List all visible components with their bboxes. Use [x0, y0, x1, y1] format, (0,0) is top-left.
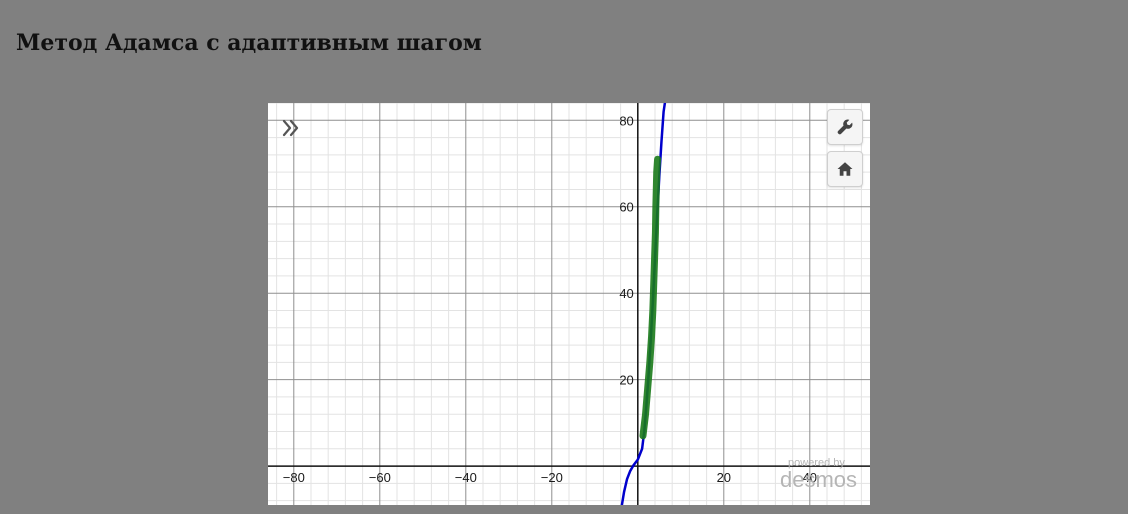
series-line-adams-solution — [639, 155, 662, 440]
graphing-calculator[interactable]: −80 −60 −40 −20 20 40 20 40 60 80 powered by desm… — [268, 103, 870, 505]
series-layer — [620, 103, 667, 505]
watermark-line1: powered by — [788, 457, 845, 469]
powered-by-desmos-logo: powered by desmos — [778, 455, 862, 495]
x-tick-label: 20 — [717, 470, 731, 485]
tick-labels: −80 −60 −40 −20 20 40 20 40 60 80 — [283, 113, 817, 485]
home-icon — [837, 162, 853, 176]
y-tick-label: 40 — [619, 286, 633, 301]
y-tick-label: 80 — [619, 113, 633, 128]
major-grid — [268, 103, 870, 505]
x-tick-label: −20 — [541, 470, 563, 485]
graph-canvas[interactable]: −80 −60 −40 −20 20 40 20 40 60 80 — [268, 103, 870, 505]
x-tick-label: −60 — [369, 470, 391, 485]
wrench-icon — [837, 119, 853, 135]
page-title: Метод Адамса с адаптивным шагом — [16, 30, 482, 56]
graph-settings-button[interactable] — [827, 109, 863, 145]
y-tick-label: 20 — [619, 373, 633, 388]
double-chevron-right-icon — [282, 119, 299, 137]
y-tick-label: 60 — [619, 200, 633, 215]
default-viewport-button[interactable] — [827, 151, 863, 187]
x-tick-label: −40 — [455, 470, 477, 485]
x-tick-label: 40 — [803, 470, 817, 485]
minor-grid — [268, 103, 870, 505]
expand-expression-list-button[interactable] — [278, 115, 304, 141]
x-tick-label: −80 — [283, 470, 305, 485]
watermark-line2: desmos — [780, 467, 857, 492]
axes — [268, 103, 870, 505]
